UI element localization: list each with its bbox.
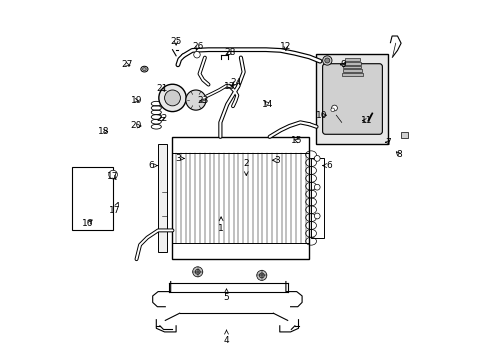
Bar bbox=[344, 62, 360, 65]
Circle shape bbox=[256, 270, 266, 280]
Text: 6: 6 bbox=[322, 161, 331, 170]
Text: 11: 11 bbox=[361, 116, 372, 125]
Circle shape bbox=[314, 213, 320, 219]
Bar bbox=[316, 54, 387, 144]
Circle shape bbox=[192, 267, 203, 277]
Circle shape bbox=[259, 273, 264, 278]
Circle shape bbox=[195, 269, 200, 274]
Bar bbox=[172, 137, 309, 259]
Circle shape bbox=[193, 51, 200, 58]
Text: 10: 10 bbox=[316, 111, 327, 120]
FancyBboxPatch shape bbox=[322, 64, 382, 134]
Text: 12: 12 bbox=[280, 42, 291, 51]
Text: 13: 13 bbox=[224, 82, 235, 91]
Text: 24: 24 bbox=[229, 78, 241, 87]
Circle shape bbox=[330, 108, 334, 112]
Text: 18: 18 bbox=[98, 127, 110, 136]
Text: 6: 6 bbox=[148, 161, 157, 170]
Bar bbox=[345, 58, 359, 61]
Text: 7: 7 bbox=[385, 138, 390, 147]
Text: 3: 3 bbox=[175, 154, 184, 163]
Text: 5: 5 bbox=[223, 289, 229, 302]
Text: 26: 26 bbox=[192, 42, 203, 51]
Circle shape bbox=[322, 56, 331, 65]
Text: 21: 21 bbox=[156, 84, 167, 93]
Ellipse shape bbox=[141, 66, 148, 72]
Text: 14: 14 bbox=[262, 100, 273, 109]
Text: 17: 17 bbox=[107, 172, 119, 181]
Bar bbox=[158, 144, 167, 252]
Circle shape bbox=[164, 90, 180, 106]
Bar bbox=[342, 69, 362, 72]
Ellipse shape bbox=[142, 68, 146, 71]
Text: 4: 4 bbox=[223, 330, 229, 345]
Text: 8: 8 bbox=[395, 150, 401, 159]
Text: 16: 16 bbox=[82, 219, 94, 228]
Circle shape bbox=[331, 105, 337, 111]
Circle shape bbox=[108, 170, 117, 179]
Text: 19: 19 bbox=[130, 96, 142, 105]
Circle shape bbox=[324, 58, 329, 63]
Text: 25: 25 bbox=[170, 37, 182, 46]
Text: 9: 9 bbox=[340, 60, 346, 69]
Text: 27: 27 bbox=[122, 60, 133, 69]
Text: 20: 20 bbox=[131, 122, 142, 130]
Text: 28: 28 bbox=[224, 48, 235, 57]
Text: 15: 15 bbox=[290, 136, 302, 145]
Text: 3: 3 bbox=[272, 156, 279, 165]
Bar bbox=[72, 167, 113, 230]
Bar bbox=[343, 66, 361, 68]
Circle shape bbox=[314, 184, 320, 190]
Text: 17: 17 bbox=[109, 202, 121, 215]
Text: 23: 23 bbox=[197, 96, 208, 105]
Bar bbox=[310, 158, 323, 238]
Bar bbox=[400, 132, 407, 138]
Circle shape bbox=[185, 90, 205, 110]
Circle shape bbox=[314, 156, 320, 161]
Text: 22: 22 bbox=[156, 114, 167, 123]
Text: 1: 1 bbox=[218, 217, 224, 233]
Bar bbox=[341, 73, 363, 76]
Circle shape bbox=[159, 84, 186, 112]
Text: 2: 2 bbox=[243, 159, 248, 176]
